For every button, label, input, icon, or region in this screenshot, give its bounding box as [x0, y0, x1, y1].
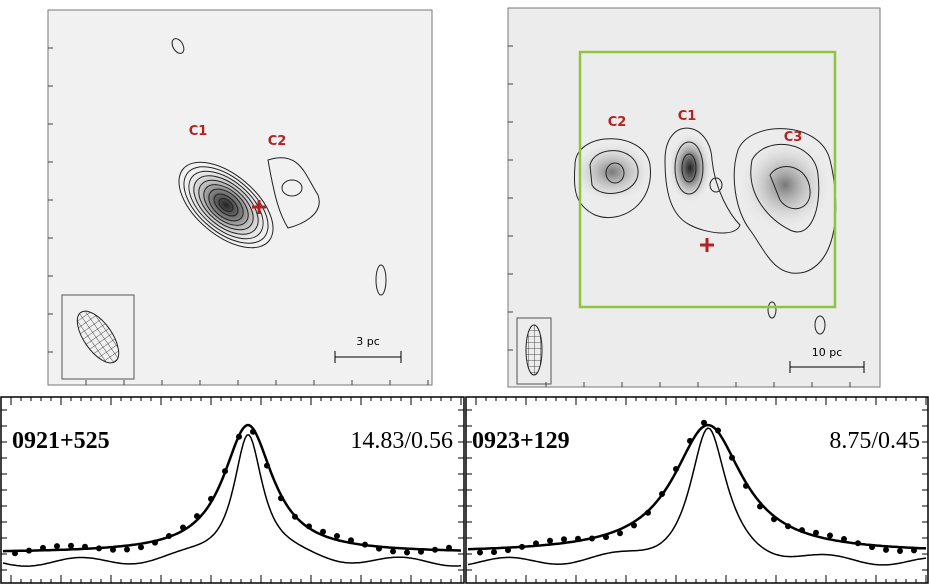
- data-point: [869, 544, 875, 551]
- data-point: [12, 550, 18, 557]
- data-point: [561, 536, 567, 543]
- data-point: [250, 428, 256, 435]
- data-point: [194, 513, 200, 520]
- data-point: [278, 495, 284, 502]
- component-label: C2: [268, 134, 287, 149]
- data-point: [306, 523, 312, 530]
- data-point: [813, 529, 819, 536]
- data-point: [729, 454, 735, 461]
- component-label: C2: [608, 115, 627, 130]
- data-point: [575, 535, 581, 542]
- data-point: [264, 462, 270, 469]
- data-point: [547, 537, 553, 544]
- data-point: [208, 495, 214, 502]
- data-point: [617, 530, 623, 537]
- data-point: [519, 543, 525, 550]
- data-point: [603, 534, 609, 541]
- data-point: [687, 437, 693, 444]
- data-point: [715, 427, 721, 434]
- data-point: [659, 491, 665, 497]
- data-point: [631, 522, 637, 529]
- profile-fit: [467, 423, 927, 551]
- data-point: [701, 419, 707, 426]
- data-point: [827, 532, 833, 539]
- data-point: [40, 544, 46, 551]
- data-point: [96, 545, 102, 552]
- data-point: [645, 509, 651, 516]
- ratio: 14.83/0.56: [350, 428, 453, 454]
- component-label: C1: [189, 124, 208, 139]
- data-point: [390, 548, 396, 555]
- data-point: [799, 527, 805, 534]
- data-point: [292, 513, 298, 520]
- data-point: [491, 549, 497, 556]
- data-point: [236, 433, 242, 440]
- map-left: C1 C2 3 pc: [47, 9, 433, 386]
- data-point: [320, 528, 326, 535]
- data-point: [166, 533, 172, 539]
- data-point: [54, 543, 60, 550]
- data-point: [110, 546, 116, 553]
- data-point: [743, 482, 749, 489]
- data-point: [897, 548, 903, 554]
- profile-fit: [3, 423, 461, 553]
- data-point: [180, 524, 186, 531]
- profile-model: [2, 434, 462, 567]
- data-point: [376, 545, 382, 552]
- data-point: [26, 547, 32, 554]
- data-point: [589, 535, 595, 542]
- data-point: [418, 548, 424, 555]
- data-point: [362, 541, 368, 548]
- source-name: 0921+525: [12, 428, 110, 454]
- data-point: [124, 546, 130, 553]
- data-point: [404, 549, 410, 556]
- data-point: [911, 547, 917, 554]
- data-point: [883, 546, 889, 553]
- data-point: [757, 503, 763, 510]
- profile-model: [467, 427, 927, 566]
- data-point: [841, 536, 847, 542]
- data-point: [334, 533, 340, 539]
- spectra: 0921+525 14.83/0.56 0923+129 8.75/0.45: [0, 45, 929, 584]
- data-point: [505, 547, 511, 554]
- scale-bar-label: 10 pc: [812, 346, 843, 359]
- data-point: [673, 466, 679, 472]
- data-point: [68, 542, 74, 549]
- data-point: [432, 546, 438, 553]
- data-point: [785, 523, 791, 530]
- data-point: [771, 516, 777, 523]
- component-label: C1: [678, 109, 697, 124]
- data-point: [533, 540, 539, 547]
- contours: [178, 161, 274, 249]
- source-name: 0923+129: [472, 428, 570, 454]
- data-point: [138, 544, 144, 551]
- component-label: C3: [784, 130, 803, 145]
- data-point: [152, 539, 158, 546]
- ratio: 8.75/0.45: [829, 428, 920, 454]
- data-point: [477, 549, 483, 556]
- map-right: C2 C1 C3 10 pc: [507, 7, 881, 388]
- data-point: [222, 468, 228, 475]
- data-point: [446, 544, 452, 551]
- data-point: [348, 537, 354, 544]
- scale-bar-label: 3 pc: [356, 335, 380, 348]
- data-point: [855, 540, 861, 547]
- data-point: [82, 543, 88, 550]
